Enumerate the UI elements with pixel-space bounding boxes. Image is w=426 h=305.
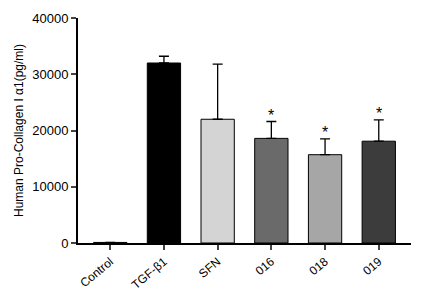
svg-text:TGF-β1: TGF-β1 <box>129 254 170 292</box>
svg-text:40000: 40000 <box>32 11 68 26</box>
svg-text:0: 0 <box>61 236 68 251</box>
svg-text:30000: 30000 <box>32 67 68 82</box>
svg-text:Human Pro-Collagen I α1(pg/ml): Human Pro-Collagen I α1(pg/ml) <box>12 44 26 217</box>
svg-text:018: 018 <box>307 254 332 278</box>
svg-text:*: * <box>268 107 274 124</box>
svg-text:*: * <box>322 124 328 141</box>
svg-text:*: * <box>376 105 382 122</box>
svg-text:20000: 20000 <box>32 123 68 138</box>
svg-text:016: 016 <box>253 254 278 278</box>
svg-text:SFN: SFN <box>196 255 223 281</box>
svg-text:Control: Control <box>77 255 116 291</box>
svg-text:019: 019 <box>360 254 385 278</box>
svg-text:10000: 10000 <box>32 179 68 194</box>
